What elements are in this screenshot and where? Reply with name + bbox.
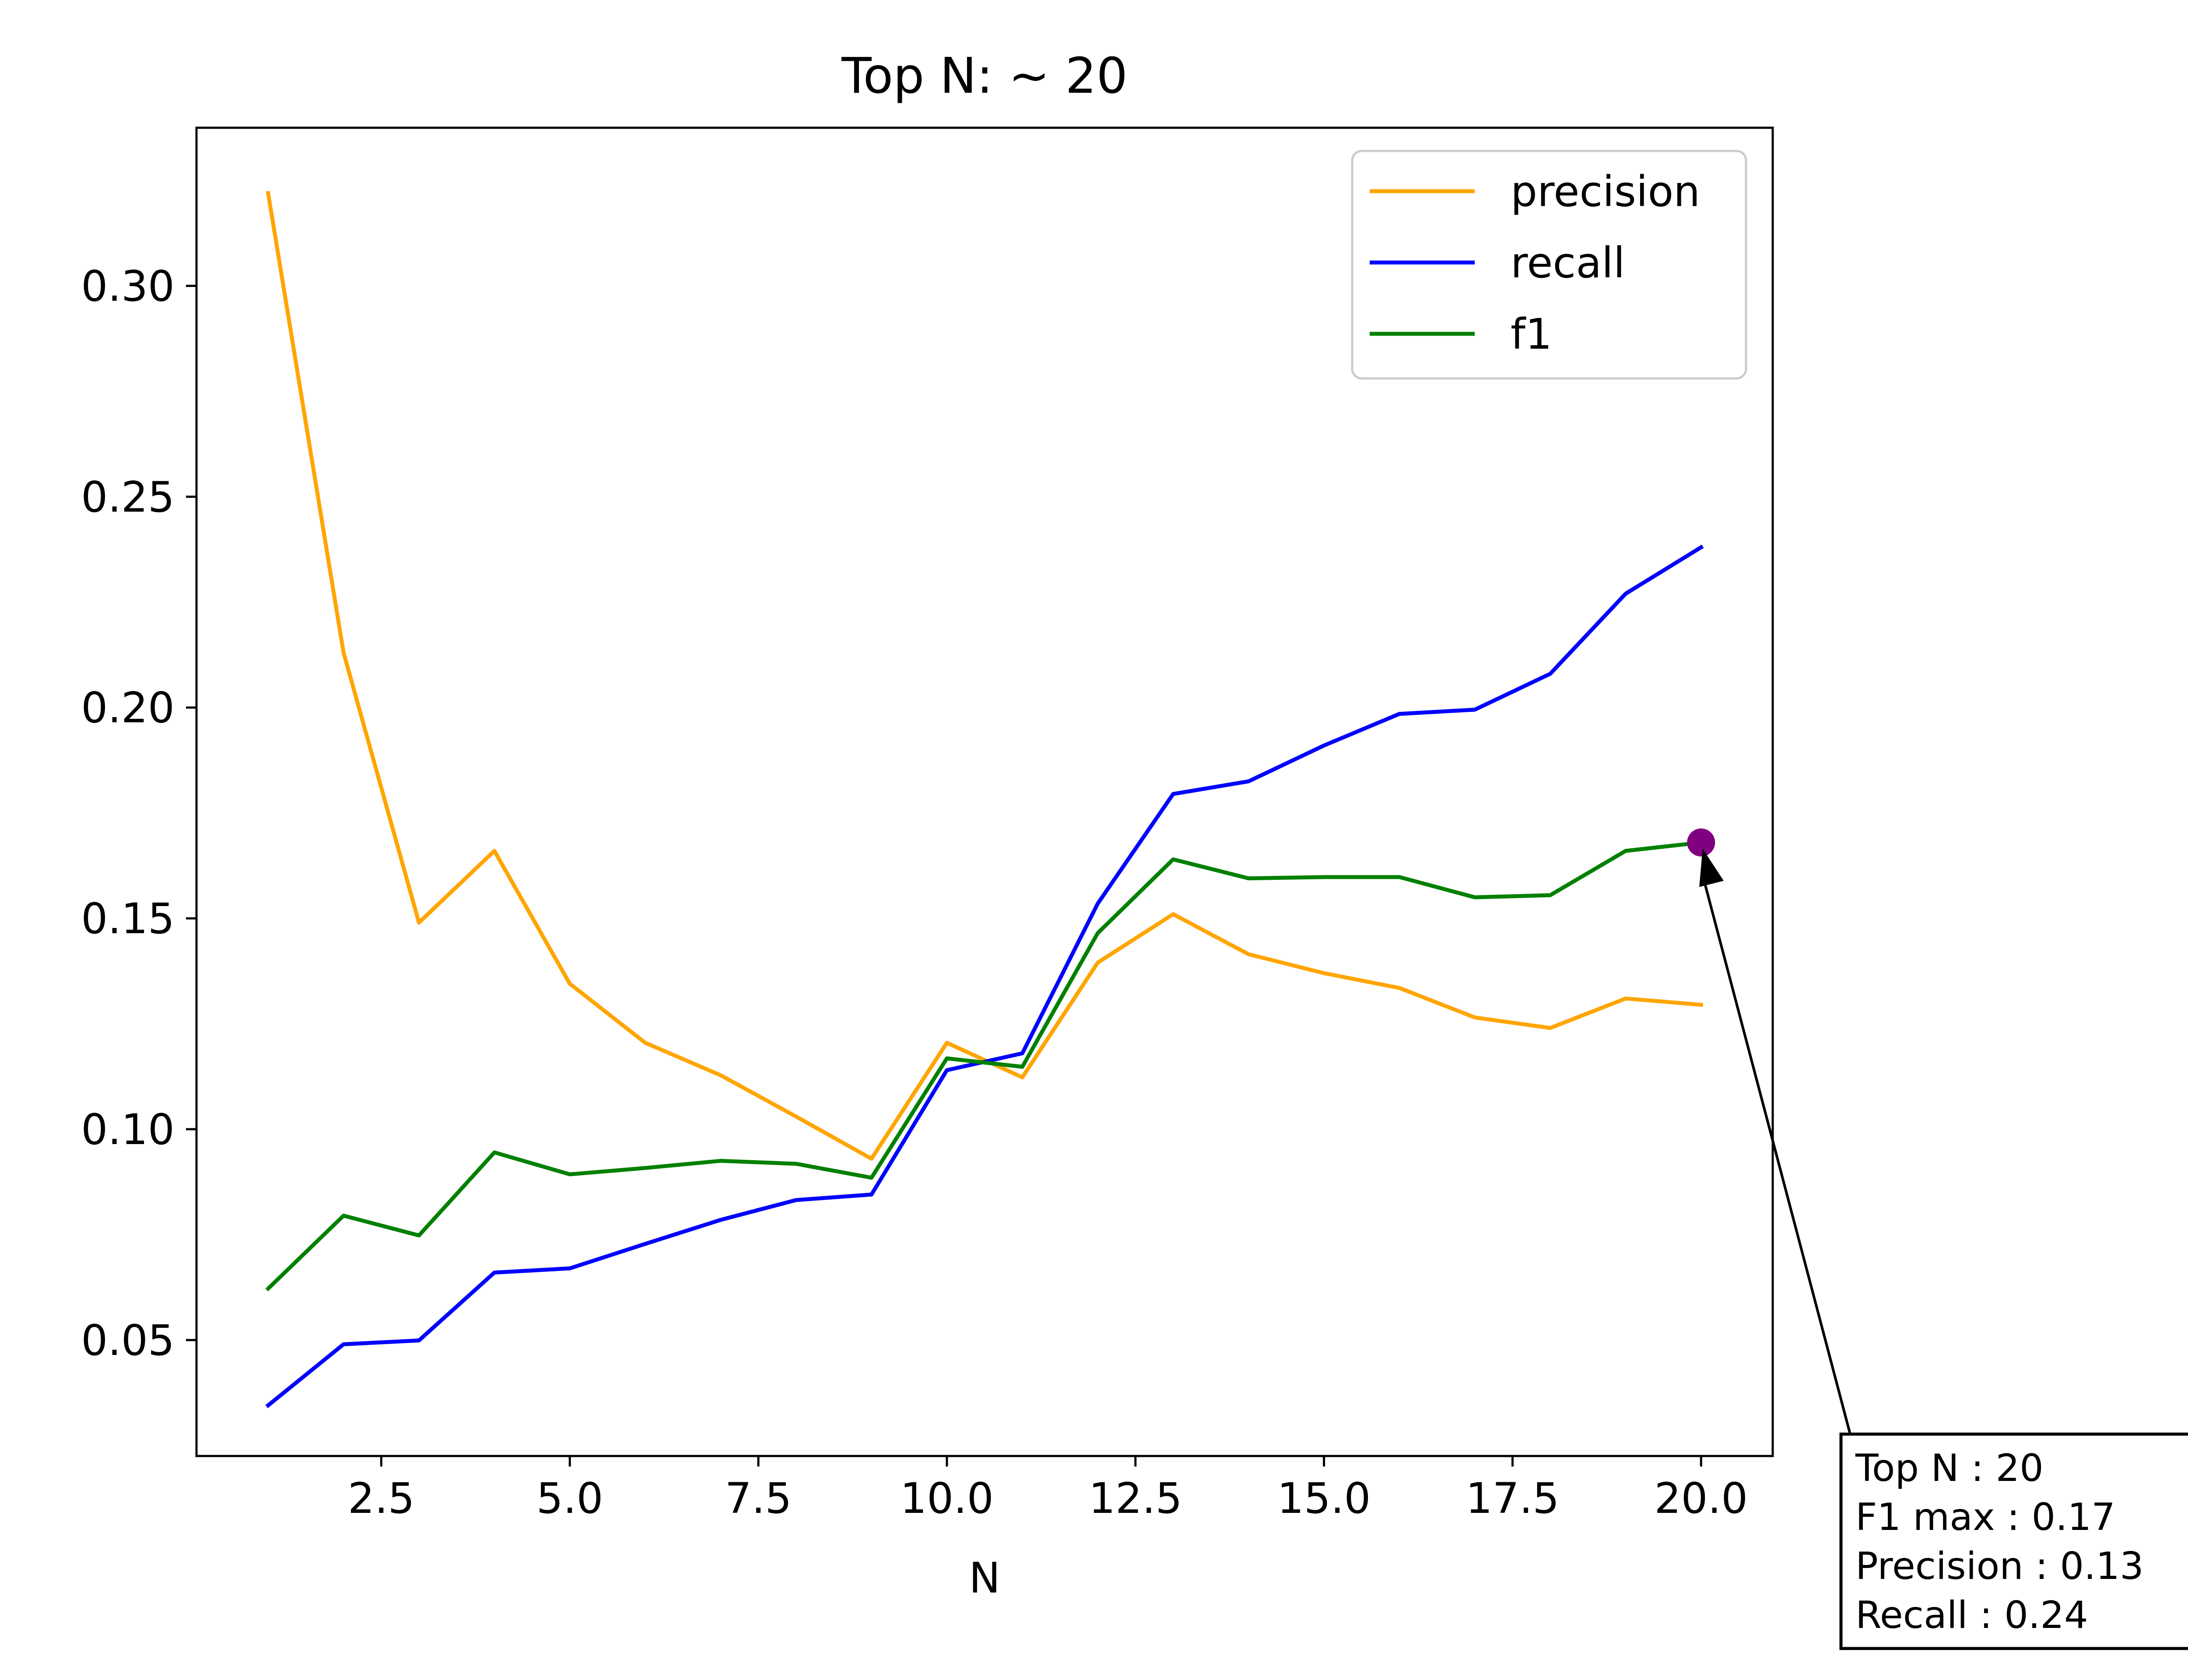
series-line-f1 xyxy=(265,840,1704,1292)
legend-box xyxy=(1351,150,1747,380)
chart-title: Top N: ~ 20 xyxy=(841,48,1128,105)
x-tick-label: 17.5 xyxy=(1466,1474,1560,1523)
y-tick-label: 0.05 xyxy=(81,1316,175,1365)
annotation: Top N : 20 F1 max : 0.17 Precision : 0.1… xyxy=(1699,848,2188,1650)
y-tick-label: 0.15 xyxy=(81,894,175,943)
x-tick-label: 20.0 xyxy=(1654,1474,1748,1523)
y-tick-label: 0.10 xyxy=(81,1105,175,1154)
x-tick-label: 12.5 xyxy=(1089,1474,1182,1523)
annotation-line-1: Top N : 20 xyxy=(1855,1446,2044,1490)
legend-entries: precision recall f1 xyxy=(1370,167,1700,359)
x-tick-label: 7.5 xyxy=(725,1474,792,1523)
y-tick-label: 0.30 xyxy=(81,262,175,311)
y-tick-label: 0.20 xyxy=(81,683,175,732)
series-layer xyxy=(265,191,1715,1408)
annotation-arrowhead xyxy=(1699,848,1724,887)
legend-label-precision: precision xyxy=(1511,167,1700,216)
legend: precision recall f1 xyxy=(1351,150,1747,380)
x-tick-label: 10.0 xyxy=(900,1474,994,1523)
annotation-line-3: Precision : 0.13 xyxy=(1855,1544,2144,1588)
legend-label-recall: recall xyxy=(1511,238,1625,287)
x-tick-label: 15.0 xyxy=(1277,1474,1371,1523)
x-axis: 2.5 5.0 7.5 10.0 12.5 15.0 17.5 20.0 xyxy=(348,1456,1748,1523)
x-tick-label: 2.5 xyxy=(348,1474,415,1523)
annotation-box xyxy=(1839,1432,2188,1650)
legend-label-f1: f1 xyxy=(1511,310,1552,359)
y-tick-label: 0.25 xyxy=(81,472,175,522)
annotation-arrow xyxy=(1702,877,1851,1435)
x-axis-label: N xyxy=(969,1554,1000,1603)
f1-max-point xyxy=(1687,828,1715,857)
annotation-line-2: F1 max : 0.17 xyxy=(1855,1495,2115,1539)
annotation-line-4: Recall : 0.24 xyxy=(1855,1593,2088,1637)
y-axis: 0.05 0.10 0.15 0.20 0.25 0.30 xyxy=(81,262,196,1365)
x-tick-label: 5.0 xyxy=(536,1474,603,1523)
